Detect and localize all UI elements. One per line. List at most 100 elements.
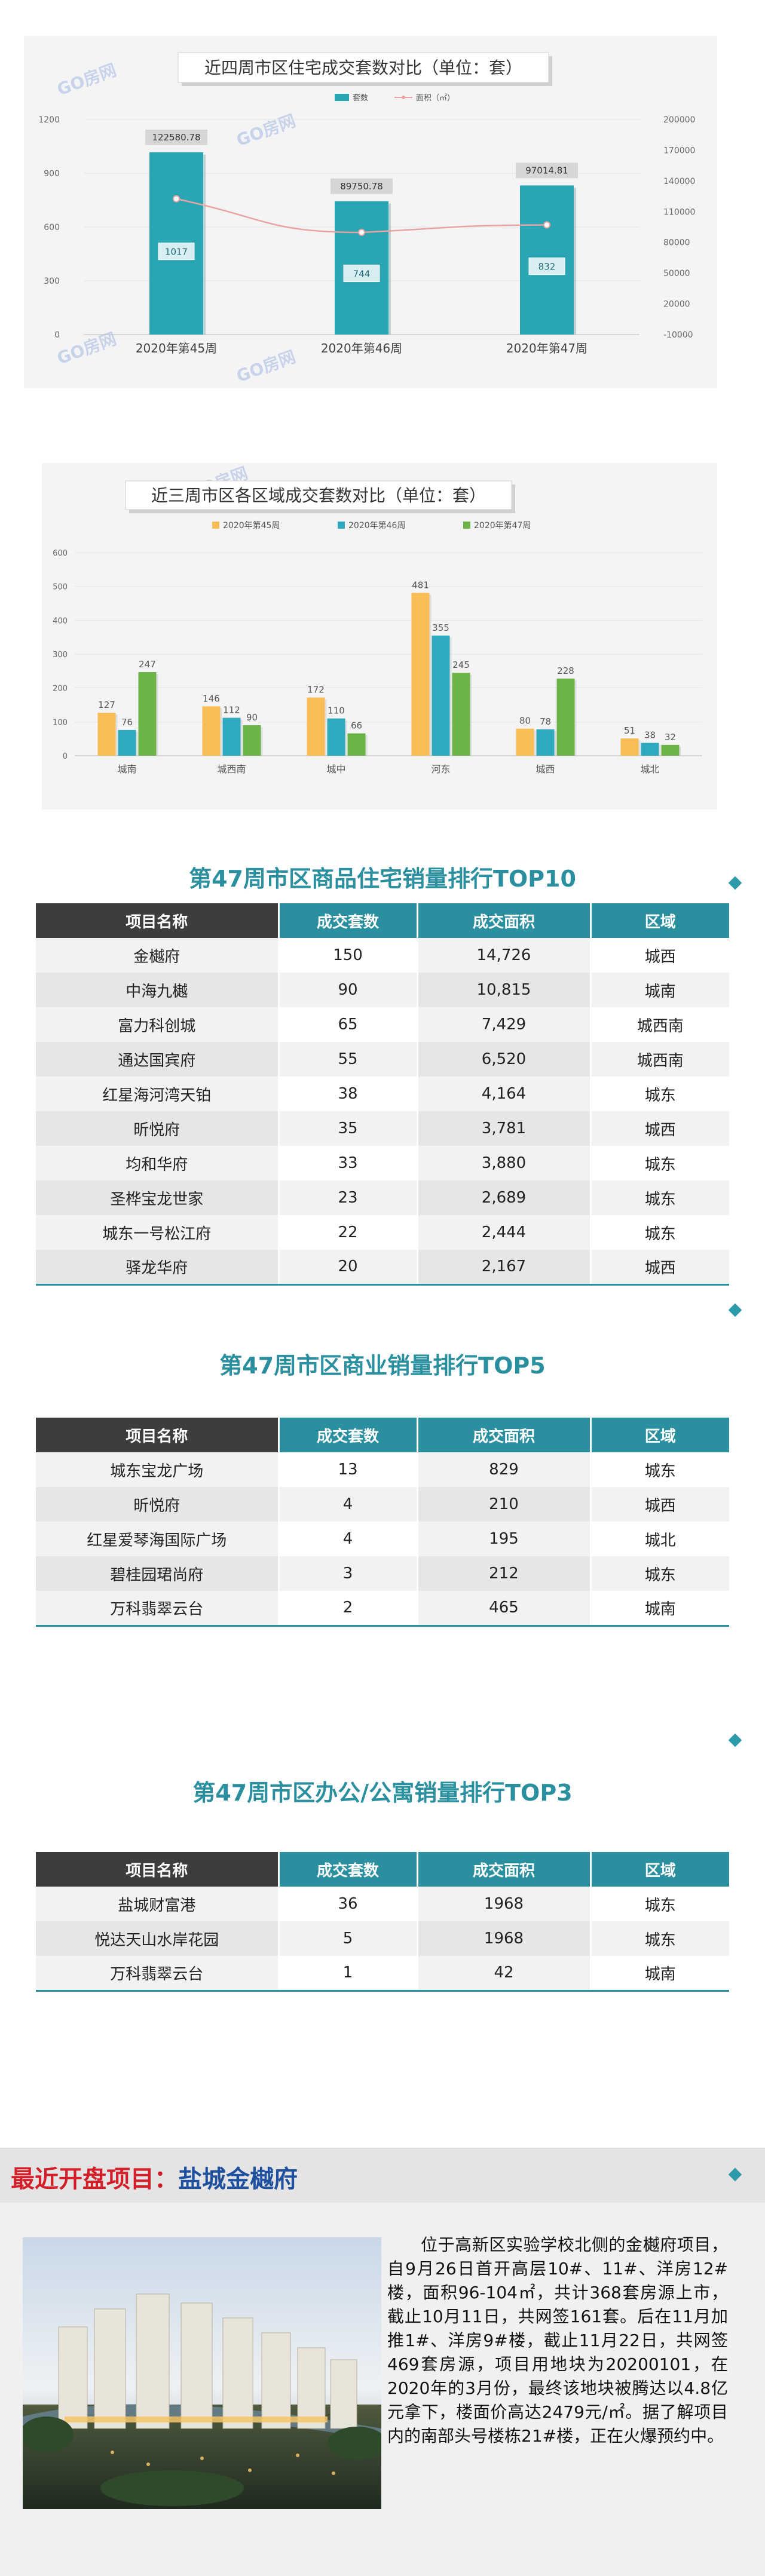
bar-value-label: 146 — [203, 693, 220, 704]
bar — [516, 728, 534, 756]
x-category-label: 城西 — [536, 763, 555, 775]
project-header-band — [0, 2148, 765, 2203]
line-value-label-box — [516, 162, 578, 179]
column-header: 项目名称 — [36, 903, 279, 938]
table-row: 悦达天山水岸花园 5 1968 城东 — [36, 1921, 729, 1956]
bar — [222, 717, 241, 756]
table-cell: 万科翡翠云台 — [36, 1591, 279, 1627]
bar — [641, 743, 659, 756]
title-box — [178, 52, 549, 83]
table-row: 城东宝龙广场 13 829 城东 — [36, 1452, 729, 1487]
table-cell: 150 — [277, 938, 417, 973]
bar-value-label: 1017 — [165, 247, 188, 257]
table-row: 万科翡翠云台 1 42 城南 — [36, 1956, 729, 1992]
table-cell: 10,815 — [416, 973, 590, 1007]
table-cell: 城东宝龙广场 — [36, 1452, 279, 1487]
table-row: 驿龙华府 20 2,167 城西 — [36, 1250, 729, 1286]
bar-value-label: 744 — [353, 269, 371, 280]
legend-marker-line — [402, 96, 405, 99]
table-row: 昕悦府 35 3,781 城西 — [36, 1111, 729, 1146]
table-cell: 14,726 — [416, 938, 590, 973]
table-cell: 昕悦府 — [36, 1487, 279, 1522]
line-value-label-box — [145, 129, 207, 145]
table-cell: 42 — [416, 1956, 590, 1992]
table-cell: 城东 — [589, 1887, 729, 1921]
table-row: 昕悦府 4 210 城西 — [36, 1487, 729, 1522]
bar — [661, 744, 680, 756]
y-tick-label: 100 — [53, 718, 68, 727]
table-row: 中海九樾 90 10,815 城南 — [36, 973, 729, 1007]
table-cell: 38 — [277, 1077, 417, 1111]
table-row: 红星爱琴海国际广场 4 195 城北 — [36, 1522, 729, 1556]
bar — [243, 725, 261, 756]
table-row: 富力科创城 65 7,429 城西南 — [36, 1007, 729, 1042]
office-ranking-title: 第47周市区办公/公寓销量排行TOP3 — [192, 1780, 573, 1806]
table-cell: 20 — [277, 1250, 417, 1286]
bar-value-label: 110 — [328, 706, 345, 716]
y-left-tick-label: 900 — [44, 169, 60, 179]
line-value-label-box — [331, 178, 393, 194]
bar — [536, 729, 555, 756]
legend-label: 2020年第47周 — [474, 520, 531, 530]
y-tick-label: 0 — [63, 752, 68, 761]
table-cell: 2,444 — [416, 1215, 590, 1250]
bar-value-label: 245 — [452, 660, 470, 670]
bar-value-label: 832 — [538, 262, 556, 272]
legend-swatch-bars — [335, 94, 349, 101]
line-value-label: 97014.81 — [525, 165, 568, 176]
bar-value-label: 228 — [557, 666, 574, 676]
weekly-sales-combo-chart: GO房网 GO房网 GO房网 GO房网 近四周市区住宅成交套数对比（单位：套） 套数 面积（… — [24, 36, 717, 388]
project-heading: 最近开盘项目：盐城金樾府 — [11, 2160, 298, 2194]
column-header: 成交面积 — [416, 1418, 590, 1452]
watermark-text: GO房网 — [54, 60, 119, 99]
table-cell: 城南 — [589, 1591, 729, 1627]
bar-value-label: 127 — [98, 700, 115, 710]
x-category-label: 2020年第45周 — [136, 341, 217, 355]
bar-value-label: 66 — [351, 720, 362, 731]
y-right-tick-label: 50000 — [663, 269, 690, 278]
table-cell: 4 — [277, 1522, 417, 1556]
table-row: 均和华府 33 3,880 城东 — [36, 1146, 729, 1180]
table-cell: 红星爱琴海国际广场 — [36, 1522, 279, 1556]
title-box — [125, 480, 512, 510]
bar-value-label: 80 — [519, 716, 531, 726]
table-row: 金樾府 150 14,726 城西 — [36, 938, 729, 973]
table-cell: 210 — [416, 1487, 590, 1522]
column-header: 区域 — [589, 1418, 729, 1452]
table-cell: 万科翡翠云台 — [36, 1956, 279, 1992]
table-cell: 城北 — [589, 1522, 729, 1556]
y-right-tick-label: 140000 — [663, 177, 695, 186]
column-header: 成交面积 — [416, 903, 590, 938]
x-category-label: 城西南 — [217, 763, 246, 775]
table-cell: 驿龙华府 — [36, 1250, 279, 1286]
y-right-tick-label: 110000 — [663, 207, 695, 217]
table-cell: 465 — [416, 1591, 590, 1627]
table-row: 红星海河湾天铂 38 4,164 城东 — [36, 1077, 729, 1111]
x-category-label: 城北 — [640, 763, 659, 775]
table-cell: 23 — [277, 1180, 417, 1215]
table-cell: 城西 — [589, 1487, 729, 1522]
residential-ranking-table: 项目名称 成交套数 成交面积 区域 金樾府 150 14,726 城西 中海九樾 90 10,815… — [36, 903, 729, 1286]
bar-value-label: 90 — [246, 712, 258, 723]
bar — [411, 593, 430, 756]
table-cell: 昕悦府 — [36, 1111, 279, 1146]
legend-label-line: 面积（㎡） — [416, 94, 455, 103]
table-cell: 通达国宾府 — [36, 1042, 279, 1077]
table-cell: 3,880 — [416, 1146, 590, 1180]
table-cell: 2 — [277, 1591, 417, 1627]
table-cell: 6,520 — [416, 1042, 590, 1077]
table-cell: 碧桂园珺尚府 — [36, 1556, 279, 1591]
column-header: 项目名称 — [36, 1852, 279, 1887]
table-cell: 盐城财富港 — [36, 1887, 279, 1921]
table-cell: 城西南 — [589, 1007, 729, 1042]
x-category-label: 城中 — [326, 763, 345, 775]
table-cell: 4 — [277, 1487, 417, 1522]
legend-swatch — [338, 522, 345, 529]
y-tick-label: 400 — [53, 617, 68, 625]
commercial-ranking-title: 第47周市区商业销量排行TOP5 — [219, 1353, 546, 1379]
district-sales-chart-svg: GO房网近三周市区各区域成交套数对比（单位：套）2020年第45周2020年第4… — [53, 463, 702, 775]
table-row: 圣桦宝龙世家 23 2,689 城东 — [36, 1180, 729, 1215]
table-cell: 36 — [277, 1887, 417, 1921]
legend-swatch — [463, 522, 470, 529]
table-cell: 2,689 — [416, 1180, 590, 1215]
